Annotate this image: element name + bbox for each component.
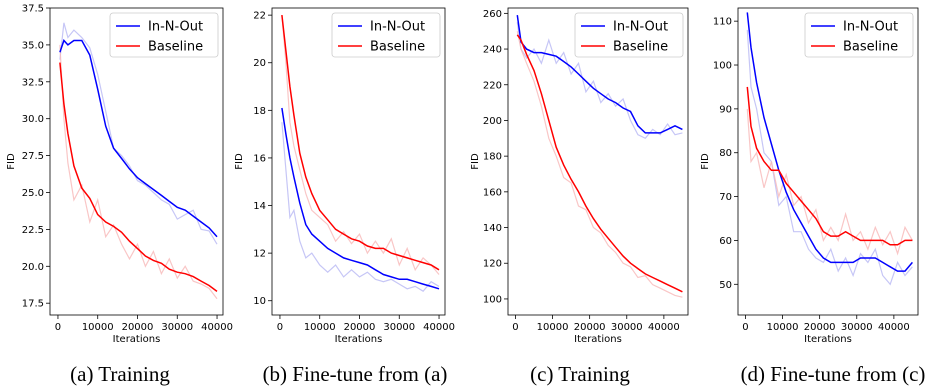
x-tick-label: 0: [742, 322, 748, 333]
figure-caption: (b) Fine-tune from (a): [263, 362, 448, 386]
legend: In-N-Out Baseline: [109, 12, 219, 58]
y-tick-label: 16: [253, 153, 266, 164]
legend-label: In-N-Out: [843, 20, 898, 35]
y-tick-label: 180: [483, 152, 502, 163]
y-axis-label: FID: [470, 153, 481, 170]
x-tick-label: 40000: [201, 322, 233, 333]
y-tick-label: 20.0: [22, 262, 44, 273]
legend-label: In-N-Out: [148, 20, 203, 35]
plot-frame: [737, 7, 919, 316]
legend-label: In-N-Out: [613, 20, 668, 35]
series-raw-line-baseline: [516, 31, 683, 298]
x-tick-label: 40000: [648, 322, 680, 333]
series-raw-line-baseline: [281, 15, 440, 275]
y-tick-label: 160: [483, 187, 502, 198]
x-axis-label: Iterations: [574, 334, 622, 345]
chart-2: 0 10000 20000 30000 40000 10 12 14 16 18 20 22 Itera…: [234, 7, 455, 386]
y-axis-label: FID: [234, 153, 245, 170]
chart-1: 0 10000 20000 30000 40000 17.5 20.0 22.5 25.0 27.…: [6, 4, 233, 387]
series-line-in-n-out: [281, 107, 440, 290]
chart-3: 0 10000 20000 30000 40000 100 120 140 160 180 200 2…: [470, 7, 689, 386]
x-tick-label: 10000: [537, 322, 569, 333]
y-tick-label: 37.5: [22, 4, 44, 15]
y-axis-label: FID: [6, 153, 17, 170]
legend-label: In-N-Out: [370, 20, 425, 35]
legend-label: Baseline: [370, 40, 425, 55]
y-tick-label: 80: [719, 148, 732, 159]
y-tick-label: 22: [253, 11, 266, 22]
y-tick-label: 240: [483, 45, 502, 56]
y-tick-label: 90: [719, 104, 732, 115]
y-tick-label: 70: [719, 192, 732, 203]
legend-label: Baseline: [843, 40, 898, 55]
y-tick-label: 140: [483, 223, 502, 234]
chart-4: 0 10000 20000 30000 40000 50 60 70 80 90 100 110 Ite…: [700, 7, 926, 386]
y-tick-label: 22.5: [22, 225, 44, 236]
x-tick-label: 0: [55, 322, 61, 333]
y-tick-label: 100: [713, 61, 732, 72]
x-axis-label: Iterations: [335, 334, 383, 345]
plot-frame: [271, 7, 446, 316]
y-tick-label: 110: [713, 17, 732, 28]
x-tick-label: 10000: [82, 322, 114, 333]
x-tick-label: 10000: [304, 322, 336, 333]
y-tick-label: 18: [253, 106, 266, 117]
figure-caption: (a) Training: [70, 362, 170, 386]
legend: In-N-Out Baseline: [331, 12, 441, 58]
series-line-baseline: [59, 62, 218, 293]
x-axis-label: Iterations: [804, 334, 852, 345]
y-tick-label: 30.0: [22, 114, 44, 125]
series-raw-line-baseline: [59, 44, 218, 300]
legend: In-N-Out Baseline: [574, 12, 684, 58]
x-tick-label: 10000: [767, 322, 799, 333]
series-line-in-n-out: [516, 14, 683, 134]
y-tick-label: 200: [483, 116, 502, 127]
y-tick-label: 260: [483, 9, 502, 20]
series-raw-line-in-n-out: [746, 29, 913, 286]
y-tick-label: 27.5: [22, 151, 44, 162]
x-tick-label: 30000: [611, 322, 643, 333]
series-line-in-n-out: [746, 12, 913, 272]
series-raw-line-in-n-out: [281, 122, 440, 292]
x-tick-label: 40000: [423, 322, 455, 333]
y-tick-label: 120: [483, 259, 502, 270]
y-tick-label: 20: [253, 58, 266, 69]
x-axis-label: Iterations: [113, 334, 161, 345]
x-tick-label: 40000: [878, 322, 910, 333]
y-tick-label: 14: [253, 201, 266, 212]
x-tick-label: 30000: [841, 322, 873, 333]
plot-frame: [49, 7, 224, 316]
y-tick-label: 17.5: [22, 299, 44, 310]
y-tick-label: 12: [253, 249, 266, 260]
x-tick-label: 0: [512, 322, 518, 333]
x-tick-label: 0: [277, 322, 283, 333]
y-tick-label: 220: [483, 80, 502, 91]
series-line-baseline: [746, 86, 913, 246]
x-tick-label: 30000: [383, 322, 415, 333]
y-tick-label: 50: [719, 280, 732, 291]
x-tick-label: 20000: [574, 322, 606, 333]
y-tick-label: 10: [253, 296, 266, 307]
legend-label: Baseline: [613, 40, 668, 55]
figure-caption: (c) Training: [530, 362, 630, 386]
y-tick-label: 60: [719, 236, 732, 247]
plot-frame: [507, 7, 689, 316]
x-tick-label: 20000: [344, 322, 376, 333]
y-tick-label: 100: [483, 294, 502, 305]
x-tick-label: 20000: [804, 322, 836, 333]
figure-caption: (d) Fine-tune from (c): [741, 362, 926, 386]
legend-label: Baseline: [148, 40, 203, 55]
series-line-baseline: [516, 34, 683, 293]
series-line-in-n-out: [59, 39, 218, 238]
x-tick-label: 30000: [161, 322, 193, 333]
y-tick-label: 32.5: [22, 77, 44, 88]
x-tick-label: 20000: [122, 322, 154, 333]
y-tick-label: 35.0: [22, 40, 44, 51]
y-axis-label: FID: [700, 153, 711, 170]
y-tick-label: 25.0: [22, 188, 44, 199]
legend: In-N-Out Baseline: [804, 12, 914, 58]
series-line-baseline: [281, 15, 440, 271]
